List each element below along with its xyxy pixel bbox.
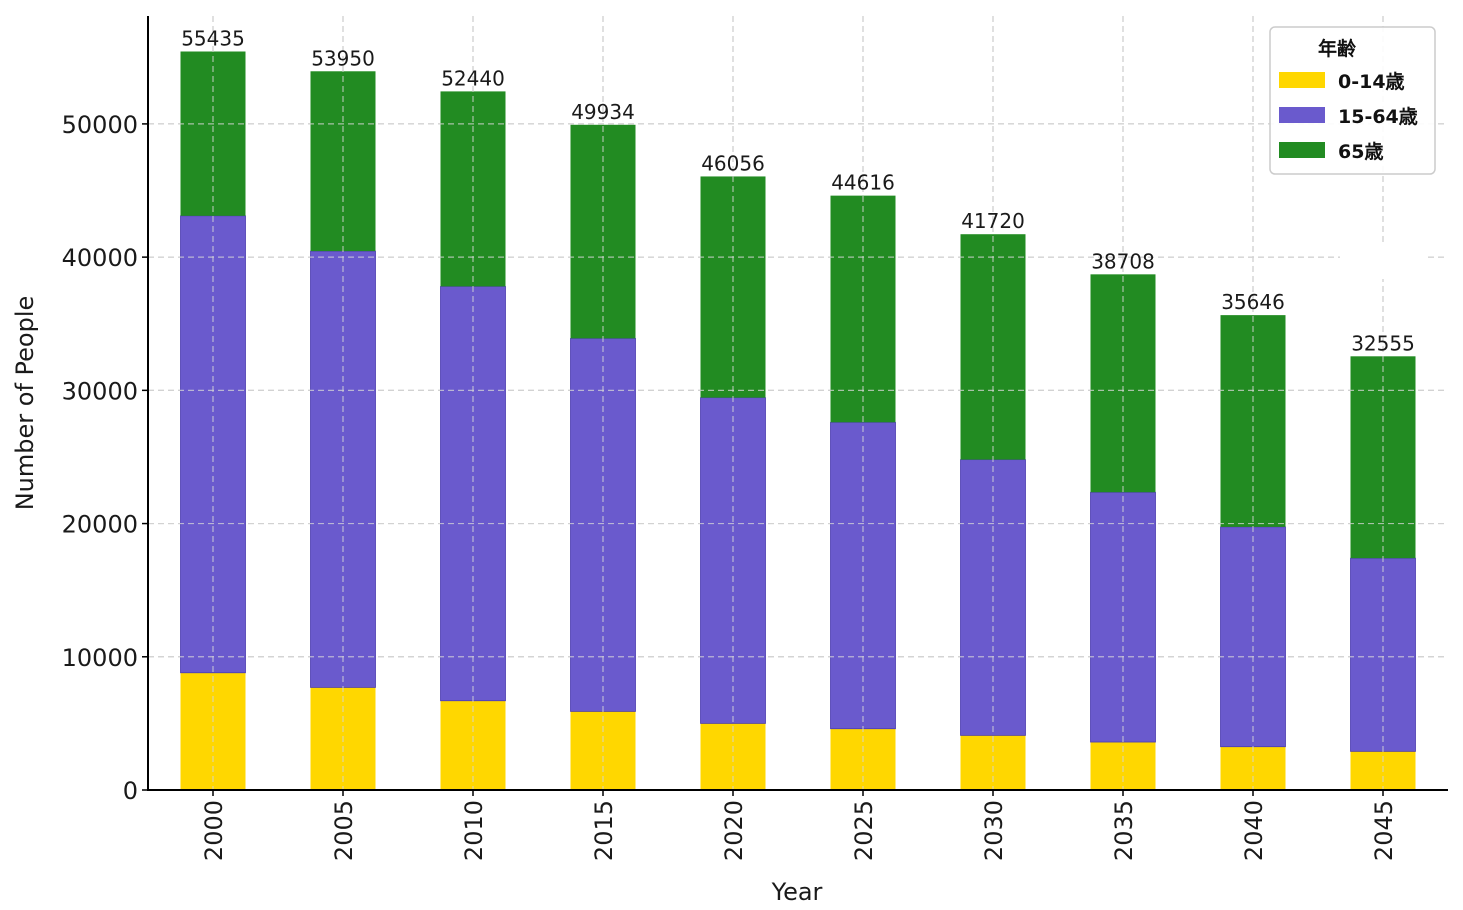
x-tick-label: 2035 — [1110, 800, 1138, 861]
x-tick-label: 2000 — [200, 800, 228, 861]
bar-segment — [440, 700, 506, 790]
y-tick-label: 50000 — [62, 111, 138, 139]
total-label: 44616 — [831, 171, 895, 195]
grid-gap-patch — [1340, 245, 1426, 279]
legend-frame — [1269, 26, 1436, 175]
legend-item-3[interactable]: 65歳 — [1279, 141, 1383, 163]
x-tick-label: 2030 — [980, 800, 1008, 861]
x-ticks: 2000 2005 2010 2015 2020 2025 2030 2035 2040 2045 — [200, 790, 1398, 861]
x-tick-label: 2005 — [330, 800, 358, 861]
bars — [148, 16, 1448, 790]
total-label: 46056 — [701, 151, 765, 175]
bar-segment — [180, 215, 246, 674]
legend-label: 0-14歳 — [1338, 71, 1405, 93]
legend-item-1[interactable]: 0-14歳 — [1279, 71, 1405, 93]
total-label: 52440 — [441, 66, 505, 90]
x-tick-label: 2045 — [1370, 800, 1398, 861]
data-labels: 55435 53950 52440 49934 46056 44616 41720 38708… — [181, 27, 1415, 356]
axes — [147, 16, 1448, 791]
y-tick-label: 20000 — [62, 511, 138, 539]
total-label: 55435 — [181, 27, 245, 51]
x-tick-label: 2040 — [1240, 800, 1268, 861]
y-axis-title: Number of People — [11, 296, 39, 511]
y-ticks: 0 10000 20000 30000 40000 50000 — [62, 111, 148, 805]
bar-stack-2015 — [570, 124, 636, 790]
legend-swatch — [1279, 142, 1325, 158]
y-tick-label: 40000 — [62, 244, 138, 272]
bar-segment — [570, 337, 636, 712]
total-label: 53950 — [311, 46, 375, 70]
x-tick-label: 2015 — [590, 800, 618, 861]
x-tick-label: 2025 — [850, 800, 878, 861]
x-tick-label: 2020 — [720, 800, 748, 861]
total-label: 32555 — [1351, 331, 1415, 355]
legend-swatch — [1279, 72, 1325, 88]
y-tick-label: 30000 — [62, 377, 138, 405]
total-label: 35646 — [1221, 290, 1285, 314]
legend[interactable]: 年齢 0-14歳 15-64歳 65歳 — [1269, 26, 1436, 175]
legend-swatch — [1279, 107, 1325, 123]
y-tick-label: 10000 — [62, 644, 138, 672]
legend-item-2[interactable]: 15-64歳 — [1279, 106, 1418, 128]
legend-label: 15-64歳 — [1338, 106, 1418, 128]
total-label: 41720 — [961, 209, 1025, 233]
x-axis-title: Year — [771, 878, 823, 906]
legend-label: 65歳 — [1338, 141, 1383, 163]
total-label: 49934 — [571, 100, 635, 124]
total-label: 38708 — [1091, 249, 1155, 273]
x-tick-label: 2010 — [460, 800, 488, 861]
y-tick-label: 0 — [123, 777, 138, 805]
legend-title: 年齢 — [1318, 37, 1357, 60]
